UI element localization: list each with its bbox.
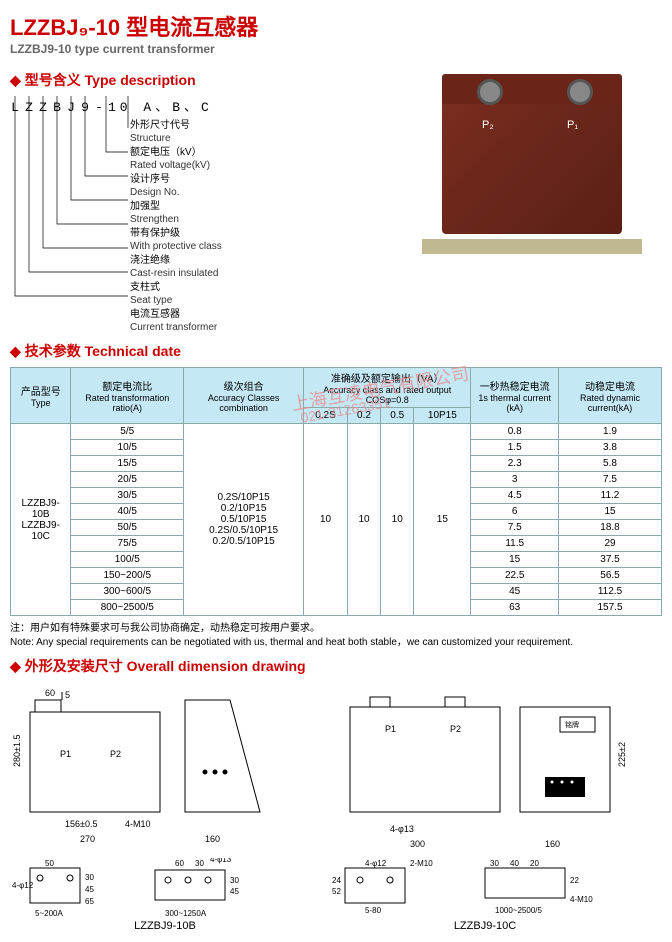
table-row: LZZBJ9-10B LZZBJ9-10C5/50.2S/10P15 0.2/1… [11, 424, 662, 440]
desc-list: 外形尺寸代号Structure 额定电压（kV）Rated voltage(kV… [10, 119, 392, 334]
svg-text:270: 270 [80, 834, 95, 844]
svg-text:P1: P1 [385, 724, 396, 734]
svg-text:20: 20 [530, 859, 539, 868]
svg-text:5: 5 [65, 690, 70, 700]
svg-text:30: 30 [195, 859, 204, 868]
svg-text:60: 60 [45, 688, 55, 698]
svg-text:24: 24 [332, 876, 341, 885]
spec-table-wrap: 上海互凌电气有限公司 021-31263351 产品型号Type 额定电流比Ra… [10, 367, 662, 616]
svg-text:22: 22 [570, 876, 579, 885]
svg-text:2-M10: 2-M10 [410, 859, 433, 868]
spec-table: 产品型号Type 额定电流比Rated transformation ratio… [10, 367, 662, 616]
svg-text:160: 160 [205, 834, 220, 844]
svg-text:4-M10: 4-M10 [125, 819, 151, 829]
title-main: LZZBJ₉-10 型电流互感器 [10, 10, 662, 42]
section-tech: 技术参数 Technical date [10, 341, 662, 361]
drawing-c: P1P2 4-φ13 300 铭牌 225±2 160 4-φ12 2-M10 … [330, 682, 640, 932]
section-type-desc: 型号含义 Type description [10, 70, 392, 90]
svg-text:300: 300 [410, 839, 425, 849]
svg-text:300~1250A: 300~1250A [165, 909, 207, 918]
svg-text:P2: P2 [110, 749, 121, 759]
svg-text:156±0.5: 156±0.5 [65, 819, 97, 829]
svg-text:60: 60 [175, 859, 184, 868]
svg-text:4-φ13: 4-φ13 [390, 824, 414, 834]
svg-text:30: 30 [85, 873, 94, 882]
drawing-c-label: LZZBJ9-10C [330, 920, 640, 932]
svg-text:P1: P1 [60, 749, 71, 759]
drawings: 60 5 P1P2 280±1.5 156±0.5 270 4-M10 160 … [10, 682, 662, 932]
svg-text:225±2: 225±2 [617, 742, 627, 767]
svg-text:45: 45 [230, 887, 239, 896]
svg-text:5-80: 5-80 [365, 906, 382, 915]
svg-text:4-φ13: 4-φ13 [210, 858, 232, 864]
note: 注：用户如有特殊要求可与我公司协商确定，动热稳定可按用户要求。 Note: An… [10, 622, 662, 650]
svg-text:280±1.5: 280±1.5 [12, 735, 22, 767]
product-photo: P₁ P₂ [402, 64, 662, 264]
svg-text:52: 52 [332, 887, 341, 896]
svg-text:P2: P2 [450, 724, 461, 734]
type-description: 型号含义 Type description LZZBJ9-10 A、B、C 外形… [10, 64, 392, 335]
title-sub: LZZBJ9-10 type current transformer [10, 42, 662, 56]
svg-text:1000~2500/5: 1000~2500/5 [495, 906, 542, 915]
svg-text:40: 40 [510, 859, 519, 868]
svg-text:45: 45 [85, 885, 94, 894]
svg-text:30: 30 [490, 859, 499, 868]
section-dim: 外形及安装尺寸 Overall dimension drawing [10, 656, 662, 676]
svg-text:160: 160 [545, 839, 560, 849]
code-letters: LZZBJ9-10 A、B、C [10, 96, 392, 115]
drawing-b-label: LZZBJ9-10B [10, 920, 320, 932]
svg-text:30: 30 [230, 876, 239, 885]
svg-text:4-φ12: 4-φ12 [365, 859, 387, 868]
svg-text:4-φ12: 4-φ12 [12, 881, 34, 890]
svg-text:5~200A: 5~200A [35, 909, 63, 918]
drawing-b: 60 5 P1P2 280±1.5 156±0.5 270 4-M10 160 … [10, 682, 320, 932]
svg-text:铭牌: 铭牌 [565, 720, 579, 729]
svg-text:4-M10: 4-M10 [570, 895, 593, 904]
svg-text:65: 65 [85, 897, 94, 906]
svg-text:50: 50 [45, 859, 54, 868]
